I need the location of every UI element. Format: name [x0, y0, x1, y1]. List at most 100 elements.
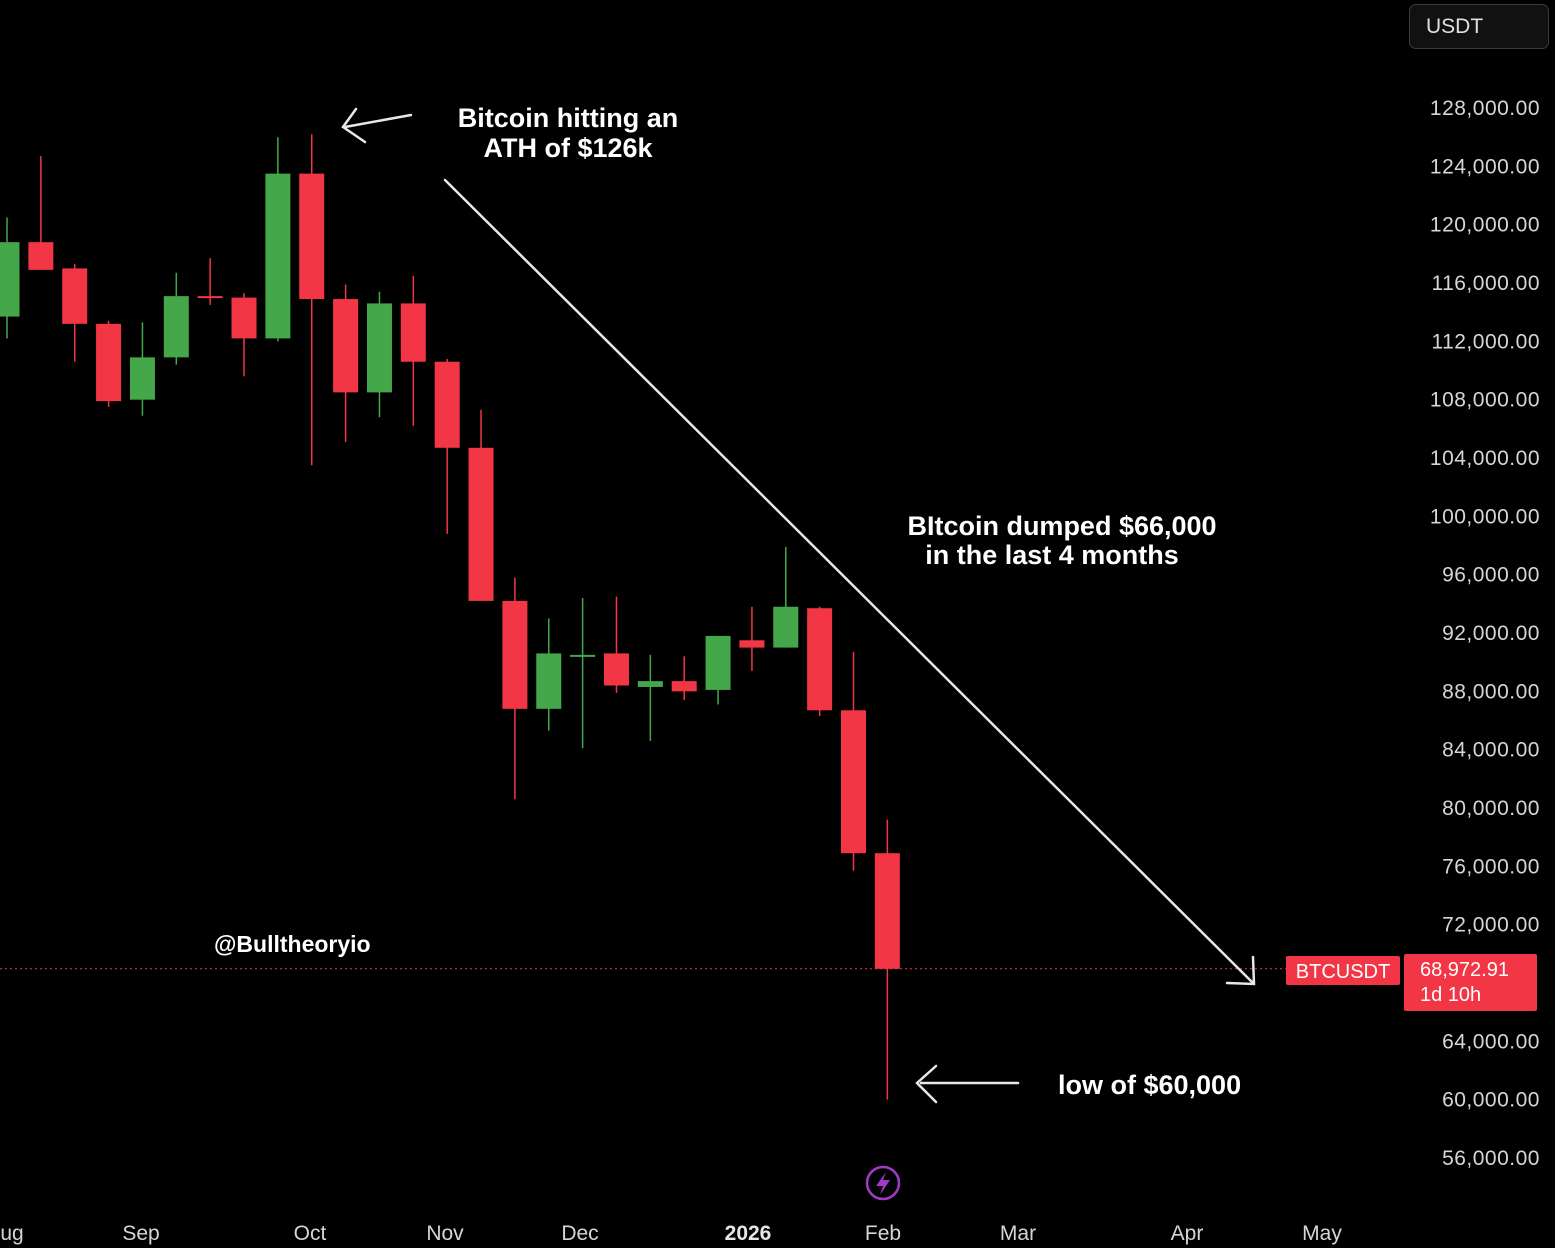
price-tick-label: 56,000.00: [1442, 1147, 1540, 1170]
candle: [773, 546, 799, 648]
time-tick-label: Mar: [1000, 1222, 1036, 1245]
candle-body: [231, 297, 257, 339]
candle-body: [197, 296, 223, 299]
price-tick-label: 104,000.00: [1430, 447, 1540, 470]
candle-body: [841, 710, 866, 854]
symbol-badge-label: BTCUSDT: [1296, 961, 1390, 983]
candle: [333, 284, 359, 442]
candle-body: [705, 635, 731, 690]
candle-body: [874, 853, 900, 969]
candles: [0, 134, 900, 1100]
candle: [807, 606, 833, 717]
price-tick-label: 76,000.00: [1442, 855, 1540, 878]
price-badge: [1404, 954, 1537, 1011]
price-tick-label: 92,000.00: [1442, 622, 1540, 645]
candle-body: [739, 640, 765, 648]
candle: [28, 156, 54, 270]
candle-body: [0, 242, 20, 317]
price-badge-countdown: 1d 10h: [1420, 984, 1481, 1006]
candle: [197, 258, 223, 305]
price-tick-label: 88,000.00: [1442, 680, 1540, 703]
watermark: @Bulltheoryio: [214, 931, 371, 957]
candle-body: [28, 242, 54, 270]
candle-body: [163, 296, 189, 358]
price-badge-value: 68,972.91: [1420, 959, 1509, 981]
price-tick-label: 112,000.00: [1431, 330, 1540, 353]
candle-body: [807, 608, 833, 711]
candle: [366, 291, 392, 418]
price-tick-label: 64,000.00: [1442, 1030, 1540, 1053]
candle: [603, 596, 629, 693]
candle-body: [62, 268, 88, 324]
price-tick-label: 108,000.00: [1430, 389, 1540, 412]
candle: [96, 320, 122, 407]
price-tick-label: 96,000.00: [1442, 564, 1540, 587]
candle-body: [502, 600, 528, 709]
candle: [62, 264, 88, 362]
candle-body: [96, 323, 122, 402]
candle: [0, 217, 20, 339]
candle-body: [333, 299, 359, 393]
price-tick-label: 116,000.00: [1431, 272, 1540, 295]
ath-annotation-line1: Bitcoin hitting an: [458, 103, 678, 133]
candle: [129, 322, 155, 416]
candle-body: [129, 357, 155, 400]
candle: [163, 272, 189, 365]
candle-body: [434, 361, 460, 448]
price-tick-label: 80,000.00: [1442, 797, 1540, 820]
candle: [705, 635, 731, 705]
candle: [231, 293, 257, 377]
candle: [841, 651, 866, 871]
symbol-badge: [1286, 956, 1400, 985]
low-arrow: [915, 1064, 1020, 1104]
time-tick-label: May: [1302, 1222, 1342, 1245]
candle-body: [400, 303, 426, 362]
candle: [299, 134, 325, 466]
price-tick-label: 72,000.00: [1442, 914, 1540, 937]
trend-arrow: [443, 178, 1256, 986]
lightning-icon[interactable]: [865, 1165, 901, 1201]
time-tick-label: Apr: [1171, 1222, 1204, 1245]
candle-body: [637, 681, 663, 687]
price-tick-label: 120,000.00: [1430, 214, 1540, 237]
price-tick-label: 124,000.00: [1430, 155, 1540, 178]
candle: [739, 606, 765, 671]
time-tick-label: Feb: [865, 1222, 901, 1245]
time-tick-label: 2026: [725, 1222, 772, 1245]
candle-body: [265, 173, 291, 339]
time-tick-label: Nov: [426, 1222, 464, 1245]
candle: [570, 598, 596, 749]
candle-body: [468, 447, 494, 601]
currency-button[interactable]: USDT: [1409, 4, 1549, 49]
time-axis: ug Sep Oct Nov Dec 2026 Feb Mar Apr May: [0, 1222, 1342, 1245]
price-tick-label: 60,000.00: [1442, 1089, 1540, 1112]
time-tick-label: Dec: [561, 1222, 598, 1245]
price-tick-label: 84,000.00: [1442, 739, 1540, 762]
candle: [400, 275, 426, 426]
candle-body: [570, 654, 596, 657]
candle-body: [773, 606, 799, 648]
time-tick-label: Oct: [294, 1222, 327, 1245]
candle: [265, 137, 291, 342]
price-tick-label: 128,000.00: [1430, 97, 1540, 120]
time-tick-label: Sep: [122, 1222, 159, 1245]
ath-arrow: [341, 107, 413, 144]
candle: [434, 358, 460, 534]
candle-body: [671, 681, 697, 692]
time-tick-label: ug: [0, 1222, 23, 1245]
candle-body: [299, 173, 325, 300]
candle: [671, 656, 697, 701]
candle: [637, 654, 663, 741]
price-axis: 128,000.00 124,000.00 120,000.00 116,000.00…: [1430, 97, 1540, 1170]
candle: [502, 577, 528, 800]
candle-body: [536, 653, 562, 709]
price-tick-label: 100,000.00: [1430, 505, 1540, 528]
dump-annotation-line1: BItcoin dumped $66,000: [907, 511, 1216, 541]
low-annotation: low of $60,000: [1058, 1070, 1241, 1100]
candle-body: [366, 303, 392, 393]
dump-annotation-line2: in the last 4 months: [925, 540, 1179, 570]
candle: [468, 409, 494, 601]
candle: [874, 819, 900, 1100]
candle: [536, 618, 562, 731]
